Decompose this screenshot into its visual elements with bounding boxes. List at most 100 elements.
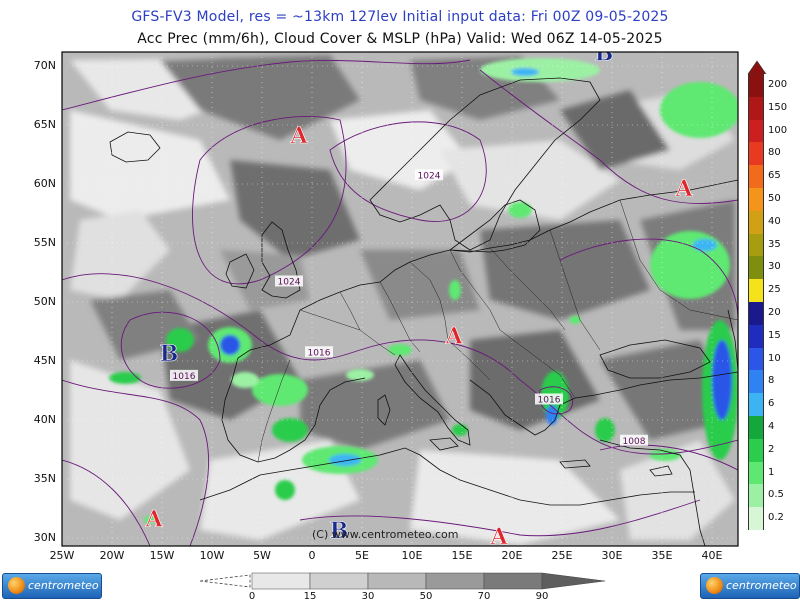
- precip-legend-swatch: [748, 96, 764, 120]
- precip-legend-label: 40: [768, 215, 781, 227]
- precip-legend-swatch: [748, 347, 764, 371]
- cloud-step: [425, 572, 485, 590]
- precip-legend-swatch: [748, 438, 764, 462]
- cloud-label: 70: [477, 591, 491, 602]
- low-pressure-center: B: [595, 40, 614, 66]
- lat-label: 30N: [33, 531, 56, 544]
- country-borders: [257, 199, 738, 463]
- title-line-2: Acc Prec (mm/6h), Cloud Cover & MSLP (hP…: [137, 31, 663, 47]
- cloud-label: 50: [419, 591, 433, 602]
- isobar-label-bg: [305, 346, 333, 358]
- precip-legend-label: 1: [768, 466, 775, 478]
- high-pressure-center: A: [289, 123, 308, 149]
- cloud-arrow-left: [199, 574, 251, 588]
- lat-label: 45N: [33, 354, 56, 367]
- precip-legend-swatch: [748, 279, 764, 302]
- precip-legend-swatch: [748, 210, 764, 234]
- precip-legend-swatch: [748, 74, 764, 97]
- centrometeo-logo-left[interactable]: centrometeo: [2, 573, 102, 599]
- precip-legend-swatch: [748, 324, 764, 348]
- lat-label: 35N: [33, 472, 56, 485]
- precip-legend-label: 100: [768, 124, 788, 136]
- lon-label: 0: [308, 549, 316, 562]
- precip-legend-label: 8: [768, 375, 775, 387]
- low-pressure-center: B: [330, 518, 349, 544]
- lat-label: 40N: [33, 413, 56, 426]
- lat-label: 50N: [33, 295, 56, 308]
- globe-icon: [706, 577, 723, 594]
- lon-label: 20E: [501, 549, 523, 562]
- precip-legend-swatch: [748, 119, 764, 143]
- lon-label: 5W: [253, 549, 271, 562]
- isobars: [62, 59, 738, 546]
- lon-label: 30E: [601, 549, 623, 562]
- precip-legend-label: 2: [768, 443, 775, 455]
- lon-label: 25W: [49, 549, 75, 562]
- precip-legend-label: 0.2: [768, 512, 784, 524]
- precip-legend-label: 50: [768, 193, 781, 204]
- precip-legend-swatch: [748, 165, 764, 188]
- cloud-label: 90: [535, 591, 549, 602]
- precip-legend-label: 150: [768, 101, 788, 113]
- precip-legend-label: 25: [768, 284, 781, 296]
- isobar-label-bg: [535, 393, 563, 405]
- globe-icon: [8, 577, 25, 594]
- lon-label: 40E: [701, 549, 723, 562]
- precipitation-patches: [109, 58, 738, 524]
- lat-label: 60N: [33, 177, 56, 190]
- precip-legend-swatch: [748, 188, 764, 211]
- lat-label: 65N: [33, 118, 56, 131]
- isobar-label-bg: [275, 275, 303, 287]
- high-pressure-center: A: [674, 176, 693, 202]
- precip-legend-swatch: [748, 302, 764, 325]
- isobar-label: 1024: [418, 171, 441, 181]
- isobar-label: 1016: [538, 395, 561, 405]
- cloud-label: 15: [303, 591, 317, 602]
- cloud-cover-legend: 0 15 30 50 70 90: [199, 572, 610, 602]
- precip-legend-arrow: [747, 60, 767, 74]
- lon-label: 25E: [551, 549, 573, 562]
- precip-legend-label: 65: [768, 170, 781, 182]
- precip-legend-label: 80: [768, 147, 781, 159]
- isobar-label-bg: [170, 369, 198, 381]
- isobar-label-bg: [415, 169, 443, 181]
- lon-label: 10W: [199, 549, 225, 562]
- cloud-step: [367, 572, 427, 590]
- map-frame: [61, 51, 739, 547]
- precip-legend-swatch: [748, 256, 764, 280]
- lon-label: 35E: [651, 549, 673, 562]
- isobar-label: 1024: [278, 277, 301, 287]
- high-pressure-center: A: [489, 524, 508, 550]
- precip-legend-label: 6: [768, 398, 775, 410]
- coastlines: [109, 77, 738, 546]
- precip-legend-label: 200: [768, 79, 788, 90]
- high-pressure-center: A: [444, 323, 463, 349]
- precip-legend-label: 0.5: [768, 489, 784, 501]
- lat-label: 70N: [33, 59, 56, 72]
- title-line-1: GFS-FV3 Model, res = ~13km 127lev Initia…: [131, 9, 669, 25]
- precip-legend-swatch: [748, 507, 764, 530]
- cloud-step: [309, 572, 369, 590]
- cloud-step: [251, 572, 311, 590]
- precip-legend-swatch: [748, 393, 764, 416]
- centrometeo-logo-right[interactable]: centrometeo: [700, 573, 800, 599]
- cloud-arrow-right: [541, 572, 606, 590]
- isobar-label-bg: [620, 434, 648, 446]
- precip-legend-swatch: [748, 233, 764, 257]
- low-pressure-center: B: [160, 341, 179, 367]
- lon-label: 20W: [99, 549, 125, 562]
- precip-legend-label: 30: [768, 261, 781, 273]
- isobar-label: 1008: [623, 437, 646, 447]
- watermark: (C) www.centrometeo.com: [312, 528, 458, 541]
- precip-legend-label: 35: [768, 238, 781, 250]
- precip-legend-label: 4: [768, 421, 775, 432]
- cloud-label: 0: [248, 591, 256, 602]
- high-pressure-center: A: [144, 506, 163, 532]
- precip-legend-label: 15: [768, 329, 781, 341]
- isobar-label: 1016: [308, 348, 331, 358]
- precip-legend-swatch: [748, 484, 764, 508]
- logo-text: centrometeo: [726, 579, 797, 592]
- cloud-step: [483, 572, 543, 590]
- precip-legend-label: 10: [768, 352, 781, 364]
